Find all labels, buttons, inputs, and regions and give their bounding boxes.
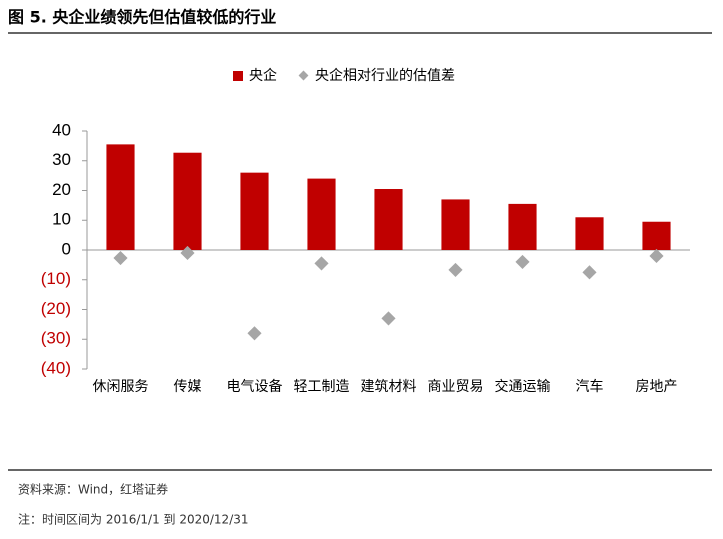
x-tick-label: 建筑材料	[361, 379, 417, 395]
x-tick-label: 轻工制造	[294, 379, 350, 395]
diamond-marker	[649, 248, 664, 264]
bar	[642, 221, 671, 250]
bar	[508, 203, 537, 250]
y-tick-label: (40)	[41, 358, 71, 377]
y-tick-label: (20)	[41, 299, 71, 318]
bar	[441, 199, 470, 250]
y-tick-label: 10	[52, 210, 71, 229]
diamond-marker	[247, 326, 262, 341]
x-tick-label: 交通运输	[495, 378, 551, 395]
diamond-marker	[448, 262, 463, 278]
x-tick-label: 房地产	[636, 379, 678, 395]
diamond-marker	[314, 256, 329, 271]
legend-label: 央企相对行业的估值差	[315, 67, 455, 84]
y-tick-label: 30	[52, 150, 71, 169]
bar	[173, 152, 202, 250]
note: 注：时间区间为 2016/1/1 到 2020/12/31	[18, 512, 249, 527]
bar	[240, 172, 269, 250]
bar	[106, 144, 135, 250]
diamond-marker	[113, 250, 128, 266]
x-tick-label: 商业贸易	[428, 379, 484, 395]
x-tick-label: 汽车	[576, 378, 604, 395]
y-tick-label: 0	[62, 239, 71, 258]
x-tick-label: 传媒	[174, 379, 202, 395]
y-tick-label: 20	[52, 180, 71, 199]
diamond-marker	[582, 265, 597, 280]
legend-marker	[298, 70, 309, 81]
y-tick-label: (10)	[41, 269, 71, 288]
source: 资料来源：Wind，红塔证券	[18, 482, 168, 497]
bar	[374, 189, 403, 250]
bar	[575, 217, 604, 250]
y-tick-label: 40	[52, 120, 71, 139]
bar	[307, 178, 336, 250]
diamond-marker	[180, 245, 195, 261]
diamond-marker	[381, 311, 396, 326]
legend-marker	[233, 71, 243, 81]
y-tick-label: (30)	[41, 329, 71, 348]
diamond-marker	[515, 254, 530, 269]
x-tick-label: 休闲服务	[93, 379, 149, 395]
x-tick-label: 电气设备	[227, 378, 283, 395]
legend-label: 央企	[249, 67, 277, 84]
chart-title: 图 5. 央企业绩领先但估值较低的行业	[8, 8, 276, 27]
